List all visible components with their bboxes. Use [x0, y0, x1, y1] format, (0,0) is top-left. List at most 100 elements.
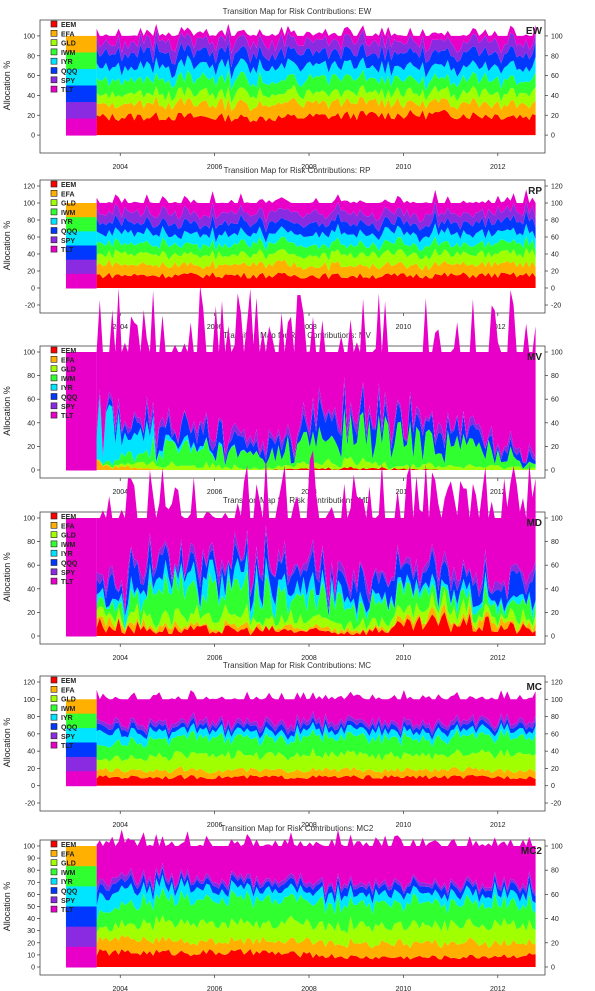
area-spy [96, 863, 536, 899]
y-tick-label: 30 [27, 928, 35, 935]
area-iwm [96, 729, 536, 762]
legend-label-iwm: IWM [61, 542, 76, 549]
y-tick-label: -20 [25, 303, 35, 310]
legend-swatch-efa [50, 849, 58, 857]
legend-label-eem: EEM [61, 678, 76, 685]
y-tick-label: 10 [27, 952, 35, 959]
x-tick-label: 2004 [112, 655, 128, 662]
early-block [65, 728, 97, 743]
chart-panel-rp: Transition Map for Risk Contributions: R… [2, 166, 563, 331]
x-tick-label: 2008 [301, 324, 317, 331]
y-tick-label: 40 [27, 420, 35, 427]
y-tick-label: 120 [23, 184, 35, 191]
early-block [65, 846, 97, 867]
area-iyr [96, 55, 536, 91]
legend-label-spy: SPY [61, 734, 75, 741]
legend-swatch-efa [50, 521, 58, 529]
legend-label-qqq: QQQ [61, 229, 78, 236]
plot-frame [39, 179, 546, 314]
legend-label-qqq: QQQ [61, 69, 78, 76]
right-y-tick-label: 60 [551, 731, 559, 738]
area-iwm [96, 236, 536, 261]
legend-label-efa: EFA [61, 191, 75, 198]
early-block [65, 699, 97, 715]
early-block [65, 273, 97, 289]
legend-swatch-gld [50, 859, 58, 866]
y-tick-label: 60 [27, 397, 35, 404]
legend-swatch-iyr [50, 549, 58, 557]
y-tick-label: 80 [27, 53, 35, 60]
legend-label-eem: EEM [61, 348, 76, 355]
area-qqq [96, 867, 536, 906]
x-tick-label: 2008 [301, 164, 317, 171]
x-tick-label: 2010 [396, 164, 412, 171]
x-tick-label: 2010 [396, 822, 412, 829]
legend-label-qqq: QQQ [61, 725, 78, 732]
right-y-tick-label: 120 [551, 680, 563, 687]
area-qqq [96, 210, 536, 243]
area-iwm [96, 408, 536, 470]
y-tick-label: 60 [27, 892, 35, 899]
chart-title: Transition Map for Risk Contributions: M… [221, 824, 374, 833]
x-tick-label: 2010 [396, 324, 412, 331]
early-block [65, 52, 97, 70]
legend-swatch-spy [50, 568, 58, 576]
legend-swatch-qqq [50, 393, 58, 400]
area-tlt [96, 189, 536, 223]
area-iwm [96, 69, 536, 104]
legend-swatch-tlt [50, 245, 58, 253]
y-axis-label: Allocation % [2, 61, 12, 111]
area-eem [96, 774, 536, 786]
chart-title: Transition Map for Risk Contributions: E… [223, 7, 372, 16]
x-tick-label: 2012 [490, 822, 506, 829]
right-y-tick-label: 40 [551, 586, 559, 593]
legend-swatch-tlt [50, 577, 58, 585]
area-tlt [96, 829, 536, 895]
legend-label-spy: SPY [61, 898, 75, 905]
legend-label-efa: EFA [61, 523, 75, 530]
right-y-tick-label: 0 [551, 468, 555, 475]
x-tick-label: 2010 [396, 655, 412, 662]
y-tick-label: 90 [27, 856, 35, 863]
area-tlt [96, 285, 536, 463]
x-tick-label: 2004 [112, 822, 128, 829]
legend-swatch-qqq [50, 227, 58, 234]
y-tick-label: 120 [23, 680, 35, 687]
right-y-tick-label: 20 [551, 766, 559, 773]
legend-label-iyr: IYR [61, 879, 73, 886]
legend-label-gld: GLD [61, 201, 76, 208]
right-y-tick-label: 80 [551, 373, 559, 380]
right-y-tick-label: 0 [551, 634, 555, 641]
right-y-tick-label: 0 [551, 286, 555, 293]
legend-swatch-gld [50, 199, 58, 206]
right-y-tick-label: 100 [551, 201, 563, 208]
right-y-tick-label: 20 [551, 940, 559, 947]
x-tick-label: 2004 [112, 164, 128, 171]
area-spy [96, 200, 536, 233]
area-efa [96, 259, 536, 279]
legend-label-iwm: IWM [61, 870, 76, 877]
plot-frame [39, 675, 546, 812]
x-tick-label: 2004 [112, 489, 128, 496]
legend-label-spy: SPY [61, 238, 75, 245]
right-y-tick-label: 100 [551, 516, 563, 523]
right-y-tick-label: 20 [551, 444, 559, 451]
early-block [65, 926, 97, 948]
legend-swatch-qqq [50, 887, 58, 894]
legend-swatch-tlt [50, 741, 58, 749]
early-block [65, 886, 97, 907]
early-block [65, 217, 97, 232]
legend-swatch-eem [50, 840, 58, 848]
legend-swatch-eem [50, 346, 58, 354]
legend-swatch-efa [50, 190, 58, 197]
legend-label-iwm: IWM [61, 50, 76, 57]
right-y-tick-label: 60 [551, 563, 559, 570]
early-block [65, 742, 97, 758]
y-tick-label: 0 [31, 286, 35, 293]
legend-label-gld: GLD [61, 367, 76, 374]
y-tick-label: 80 [27, 868, 35, 875]
corner-label: MC2 [521, 846, 543, 857]
x-tick-label: 2010 [396, 986, 412, 991]
legend-label-spy: SPY [61, 570, 75, 577]
legend-label-gld: GLD [61, 861, 76, 868]
